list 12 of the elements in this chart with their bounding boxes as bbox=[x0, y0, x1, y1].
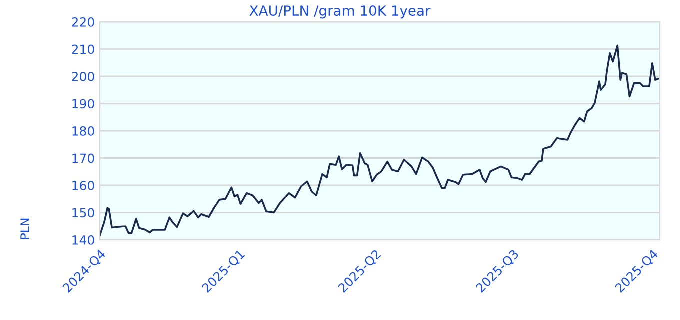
y-tick-label: 190 bbox=[72, 99, 94, 109]
y-tick-label: 150 bbox=[72, 208, 94, 218]
y-tick-label: 200 bbox=[72, 72, 94, 82]
y-tick-label: 170 bbox=[72, 154, 94, 164]
chart-title: XAU/PLN /gram 10K 1year bbox=[250, 6, 431, 19]
y-tick-label: 180 bbox=[72, 126, 94, 136]
y-axis-title: PLN bbox=[20, 218, 30, 240]
line-series bbox=[100, 44, 660, 237]
y-tick-label: 160 bbox=[72, 180, 94, 190]
y-tick-label: 220 bbox=[72, 17, 94, 27]
y-tick-label: 140 bbox=[72, 235, 94, 245]
y-tick-label: 210 bbox=[72, 44, 94, 54]
